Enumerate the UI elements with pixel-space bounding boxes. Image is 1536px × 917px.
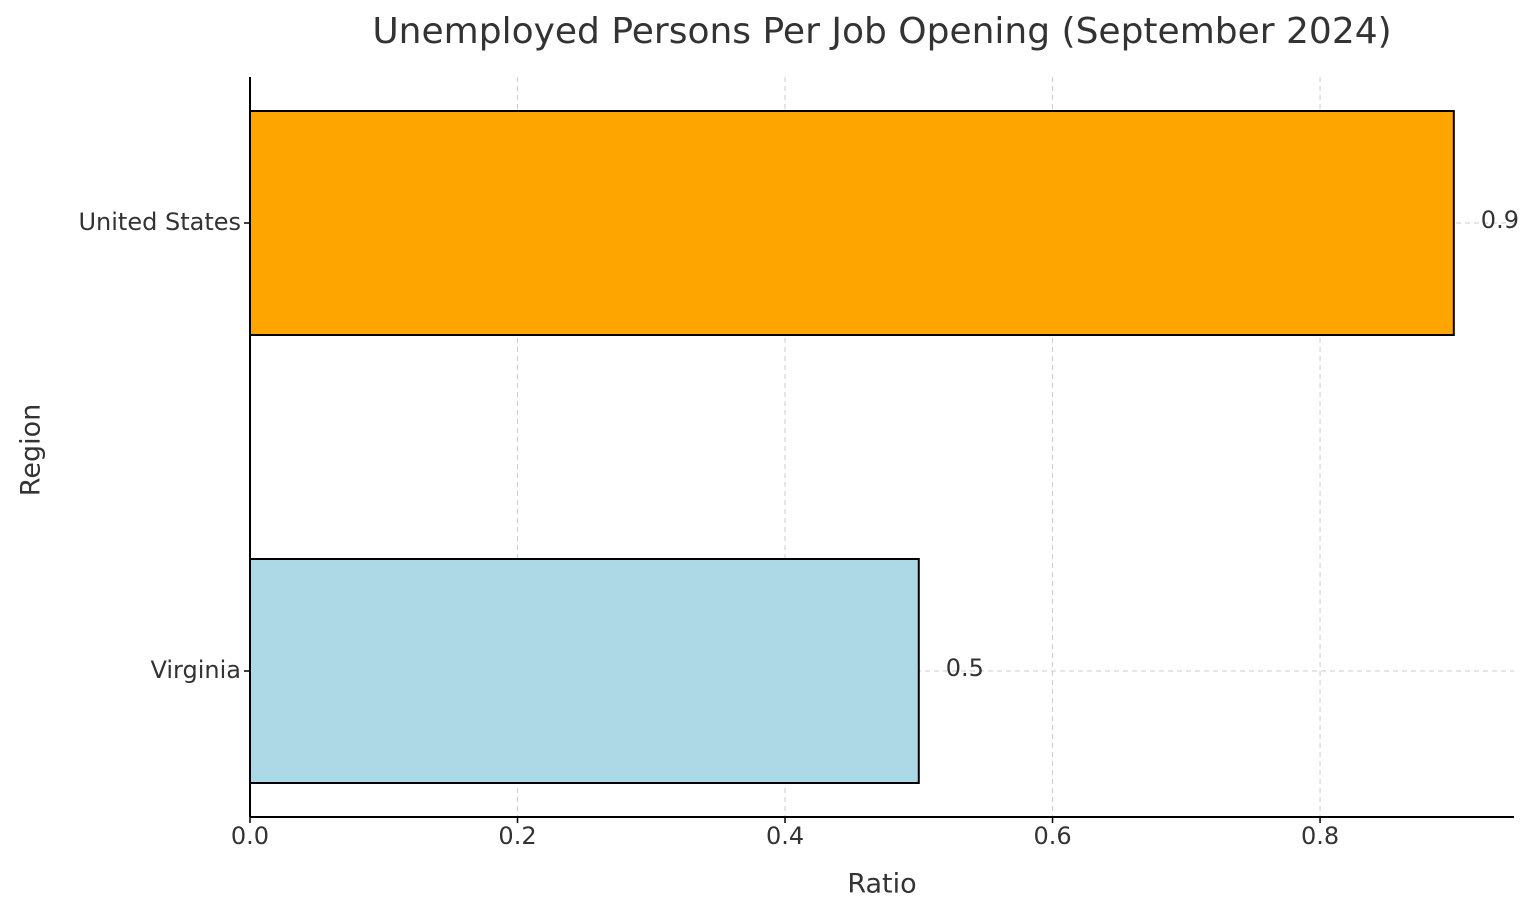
y-tick-label: United States <box>78 208 241 236</box>
bar <box>249 558 920 784</box>
data-label: 0.9 <box>1481 206 1519 234</box>
chart-title: Unemployed Persons Per Job Opening (Sept… <box>372 11 1391 52</box>
x-tick-label: 0.2 <box>498 822 536 850</box>
data-label: 0.5 <box>946 654 984 682</box>
x-tick-label: 0.8 <box>1301 822 1339 850</box>
y-axis-label: Region <box>16 404 47 496</box>
x-axis-label: Ratio <box>847 869 916 900</box>
bar <box>249 110 1455 336</box>
x-tick-label: 0.6 <box>1033 822 1071 850</box>
x-tick-label: 0.4 <box>766 822 804 850</box>
y-tick-label: Virginia <box>151 656 242 684</box>
x-tick-label: 0.0 <box>231 822 269 850</box>
